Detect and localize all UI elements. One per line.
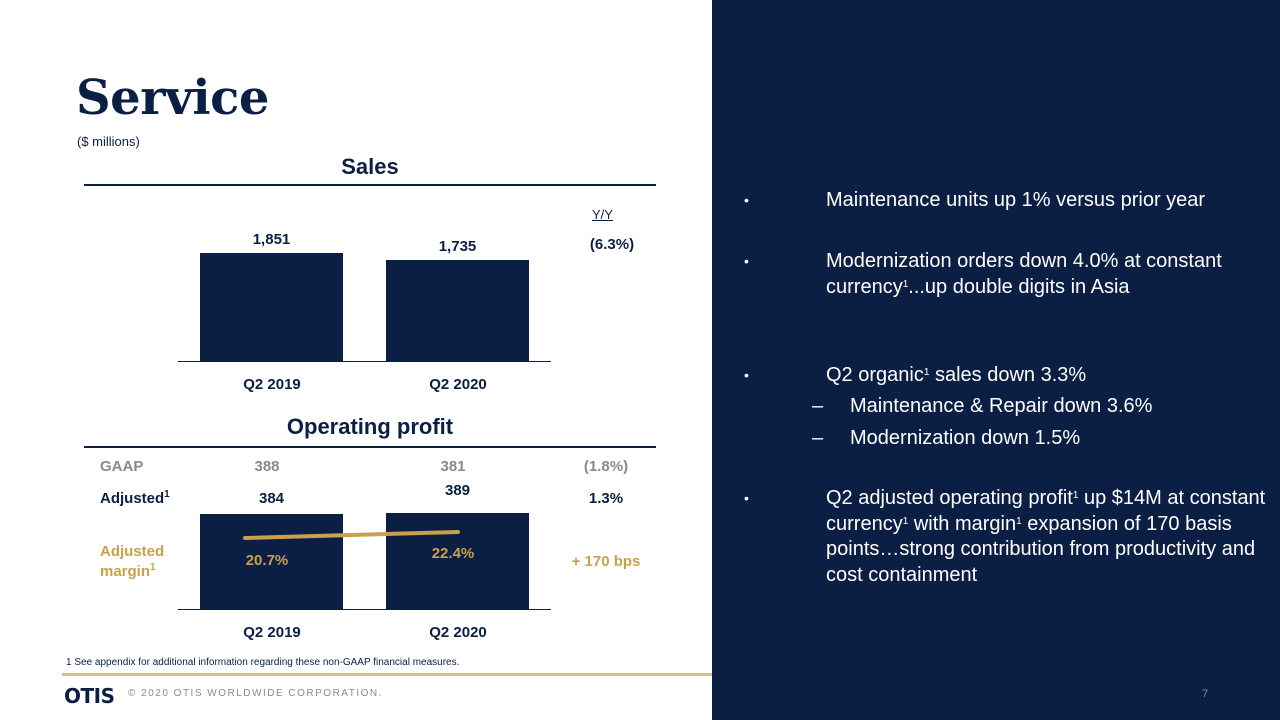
margin-line-layer [243,530,460,540]
op-x-tick-q2-2019: Q2 2019 [243,624,301,641]
sales-value-label-q2-2020: 1,735 [438,237,477,255]
bullet-marker: • [744,490,749,506]
margin-row-label: Adjusted margin1 [100,543,165,580]
sub-bullet-text: Maintenance & Repair down 3.6% [850,395,1153,417]
gaap-value-q2-2019: 388 [254,458,280,475]
bullet-text: Q2 adjusted operating profit1 up $14M at… [826,487,1266,586]
op-value-label-q2-2020: 389 [444,482,471,499]
footer-rule [62,673,712,676]
op-value-label-q2-2019: 384 [258,490,285,507]
adjusted-row-label: Adjusted1 [100,489,170,508]
sales-value-label-q2-2019: 1,851 [252,231,291,248]
footnote: 1 See appendix for additional informatio… [66,657,460,668]
bullet-marker: • [744,367,749,383]
margin-yoy: + 170 bps [571,553,641,570]
adjusted-margin-line [243,530,460,540]
sales-x-tick-q2-2019: Q2 2019 [243,376,301,393]
sub-bullet-text: Modernization down 1.5% [850,427,1081,449]
sub-bullet-marker: – [812,427,824,449]
bullet-text: Q2 organic1 sales down 3.3% [826,364,1087,386]
gaap-yoy: (1.8%) [583,458,629,475]
op-x-tick-q2-2020: Q2 2020 [429,624,487,641]
op-axis-baseline [178,609,551,610]
op-bar-q2-2020 [386,512,529,609]
gaap-row-label: GAAP [100,458,144,475]
bullet-text: Modernization orders down 4.0% at consta… [826,250,1222,298]
margin-value-q2-2020: 22.4% [431,545,475,562]
bullet-text: Maintenance units up 1% versus prior yea… [826,189,1206,211]
sales-bar-q2-2019 [200,253,343,361]
sales-title-rule [84,184,656,186]
sub-bullet-marker: – [812,395,824,417]
units-subtitle: ($ millions) [77,134,140,149]
bullet-marker: • [744,192,749,208]
gaap-value-q2-2020: 381 [440,458,466,475]
page-number: 7 [1202,688,1209,700]
commentary-panel: • Maintenance units up 1% versus prior y… [712,0,1280,720]
bullet-marker: • [744,253,749,269]
sales-yoy-value: (6.3%) [589,236,635,253]
page-title: Service [76,70,269,126]
yoy-header: Y/Y [592,207,613,222]
op-chart-title: Operating profit [286,414,454,439]
op-title-rule [84,446,656,448]
margin-value-q2-2019: 20.7% [245,552,289,569]
copyright-text: © 2020 OTIS WORLDWIDE CORPORATION. [128,688,383,699]
sales-chart-title: Sales [341,154,399,179]
sales-x-tick-q2-2020: Q2 2020 [429,376,487,393]
adjusted-yoy: 1.3% [588,490,624,507]
op-bar-q2-2019 [200,514,343,609]
otis-logo: OTIS [64,684,115,708]
sales-bar-q2-2020 [386,259,529,361]
sales-axis-baseline [178,361,551,362]
